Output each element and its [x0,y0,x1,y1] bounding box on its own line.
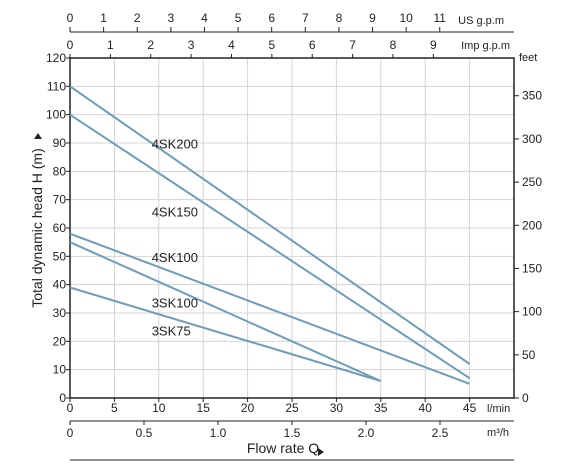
y-tick-label-m: 90 [53,136,67,150]
x-tick-label-m3h: 2.0 [358,426,375,440]
us-gpm-unit-label: US g.p.m [458,15,504,27]
y-tick-label-m: 10 [53,363,67,377]
x-tick-label-us-gpm: 4 [201,11,208,25]
x-tick-label-imp-gpm: 7 [349,38,356,52]
x-tick-label-us-gpm: 7 [302,11,309,25]
y-tick-label-feet: 300 [522,132,542,146]
series-line-3sk100 [69,241,382,382]
x-tick-label-m3h: 1.0 [210,426,227,440]
y-tick-label-feet: 50 [522,348,536,362]
y-axis-feet: 0 50 100 150 200 250 300 350 [514,89,542,405]
x-tick-label-m3h: 2.5 [432,426,449,440]
x-tick-label-lpm: 40 [419,401,433,415]
y-tick-label-m: 50 [53,249,67,263]
y-tick-label-feet: 150 [522,261,542,275]
x-tick-label-lpm: 45 [463,401,477,415]
x-tick-label-m3h: 0.5 [136,426,153,440]
series-lines [69,85,471,385]
x-tick-label-lpm: 30 [330,401,344,415]
x-tick-label-lpm: 0 [67,401,74,415]
series-label-4sk100: 4SK100 [152,250,198,265]
series-line-4sk150 [69,113,471,380]
y-tick-label-m: 20 [53,334,67,348]
feet-unit-label: feet [519,52,537,64]
x-axis-m3h: 0 0.5 1.0 1.5 2.0 2.5 [67,421,449,440]
x-tick-label-m3h: 0 [67,426,74,440]
series-labels: 4SK200 4SK150 4SK100 3SK100 3SK75 [152,137,198,339]
y-tick-label-m: 80 [53,164,67,178]
series-line-4sk100 [69,232,470,385]
x-tick-label-us-gpm: 0 [67,11,74,25]
x-axis-us-gpm: 0 1 2 3 4 5 6 7 8 9 10 11 [67,11,447,32]
y-tick-label-m: 60 [53,221,67,235]
x-tick-label-us-gpm: 2 [134,11,141,25]
x-tick-label-imp-gpm: 8 [390,38,397,52]
x-axis-lpm: 0 5 10 15 20 25 30 35 40 45 [67,398,477,415]
series-line-4sk200 [69,85,471,365]
series-label-4sk200: 4SK200 [152,137,198,152]
x-axis-arrow-icon [318,448,324,456]
y-axis-arrow-icon [34,133,42,139]
m3h-unit-label: m³/h [487,427,509,439]
series-label-3sk75: 3SK75 [152,324,191,339]
y-tick-label-m: 100 [46,108,66,122]
x-tick-label-imp-gpm: 4 [228,38,235,52]
lpm-unit-label: l/min [487,403,510,415]
y-tick-label-m: 120 [46,51,66,65]
x-tick-label-us-gpm: 1 [100,11,107,25]
x-axis-imp-gpm: 0 1 2 3 4 5 6 7 8 9 [67,38,437,58]
y-axis-title: Total dynamic head H (m) [29,148,45,308]
y-tick-label-m: 110 [47,79,66,93]
y-tick-label-feet: 350 [522,89,542,103]
y-tick-label-feet: 250 [522,175,542,189]
x-tick-label-imp-gpm: 3 [188,38,195,52]
series-label-3sk100: 3SK100 [152,295,198,310]
grid [70,58,514,398]
x-tick-label-lpm: 25 [285,401,299,415]
x-tick-label-us-gpm: 9 [369,11,376,25]
x-tick-label-us-gpm: 8 [336,11,343,25]
x-tick-label-lpm: 35 [374,401,388,415]
x-tick-label-imp-gpm: 5 [269,38,276,52]
x-tick-label-m3h: 1.5 [284,426,301,440]
series-line-3sk75 [69,286,382,382]
x-tick-label-imp-gpm: 2 [147,38,154,52]
series-label-4sk150: 4SK150 [152,205,198,220]
x-axis-title: Flow rate Q [247,440,319,456]
x-tick-label-us-gpm: 3 [167,11,174,25]
x-tick-label-lpm: 5 [111,401,118,415]
x-tick-label-imp-gpm: 6 [309,38,316,52]
imp-gpm-unit-label: Imp g.p.m [461,40,510,52]
x-tick-label-us-gpm: 10 [399,11,413,25]
x-tick-label-imp-gpm: 9 [430,38,437,52]
y-tick-label-m: 30 [53,306,67,320]
y-axis-head-m: 0 10 20 30 40 50 60 70 80 90 100 110 120 [46,51,70,405]
y-tick-label-feet: 100 [522,305,542,319]
x-tick-label-us-gpm: 6 [268,11,275,25]
y-tick-label-feet: 200 [522,218,542,232]
x-tick-label-lpm: 20 [241,401,255,415]
y-tick-label-m: 40 [53,278,67,292]
y-tick-label-m: 70 [53,193,67,207]
x-tick-label-lpm: 15 [197,401,211,415]
x-tick-label-imp-gpm: 0 [67,38,74,52]
x-tick-label-us-gpm: 11 [434,11,447,25]
x-tick-label-us-gpm: 5 [235,11,242,25]
x-tick-label-lpm: 10 [152,401,166,415]
x-tick-label-imp-gpm: 1 [107,38,114,52]
y-tick-label-m: 0 [59,391,66,405]
y-tick-label-feet: 0 [522,391,529,405]
